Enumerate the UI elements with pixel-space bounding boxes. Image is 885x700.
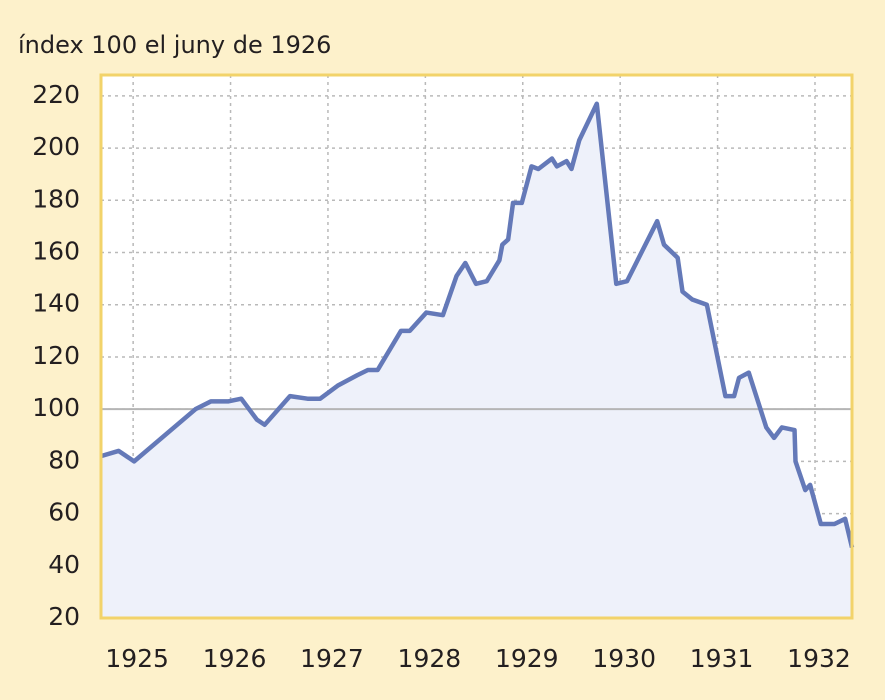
y-tick-label: 20 [48, 602, 80, 631]
y-tick-label: 220 [32, 80, 80, 109]
y-tick-label: 60 [48, 498, 80, 527]
y-tick-label: 40 [48, 550, 80, 579]
x-tick-label: 1928 [398, 644, 462, 673]
y-tick-label: 140 [32, 289, 80, 318]
y-tick-label: 120 [32, 341, 80, 370]
area-fill [101, 103, 852, 618]
plot-border [99, 73, 854, 620]
x-tick-label: 1926 [203, 644, 267, 673]
x-tick-label: 1931 [690, 644, 754, 673]
x-tick-label: 1930 [592, 644, 656, 673]
y-axis-title: índex 100 el juny de 1926 [18, 31, 331, 59]
y-tick-label: 200 [32, 132, 80, 161]
x-tick-label: 1929 [495, 644, 559, 673]
y-tick-label: 100 [32, 393, 80, 422]
x-tick-label: 1925 [105, 644, 169, 673]
x-tick-label: 1927 [300, 644, 364, 673]
data-line [100, 101, 855, 549]
y-tick-label: 160 [32, 237, 80, 266]
y-tick-label: 180 [32, 184, 80, 213]
y-tick-label: 80 [48, 445, 80, 474]
x-tick-label: 1932 [787, 644, 851, 673]
